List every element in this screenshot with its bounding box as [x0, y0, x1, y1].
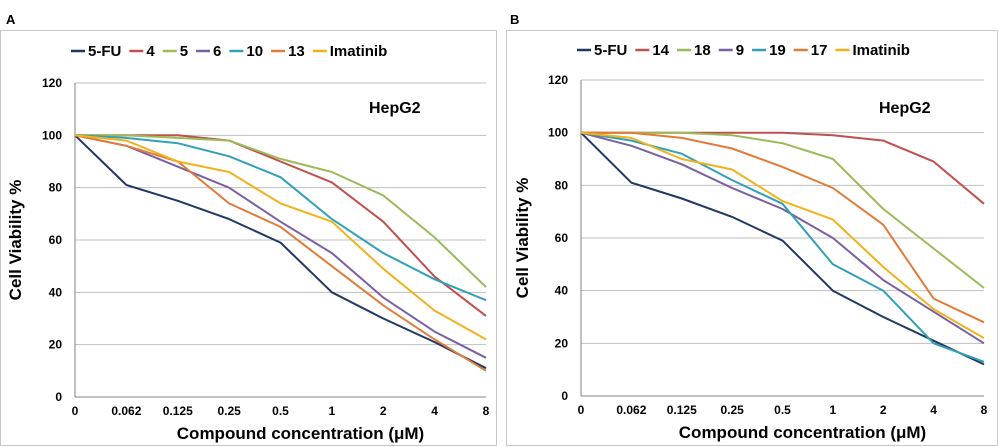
c1-legend-label-5: 17	[811, 42, 828, 59]
c0-x-tick-label: 8	[483, 404, 490, 418]
c0-legend-label-0: 5-FU	[88, 43, 121, 60]
c1-legend-label-1: 14	[652, 42, 669, 59]
c1-series-line-2	[581, 131, 985, 289]
c1-x-tick-label: 4	[930, 403, 937, 417]
c0-y-tick-label: 0	[55, 390, 62, 404]
panel-a: A 0 20 40 60 80 100 120 0 0.062 0.125 0.25 0.5 1 2 4 8 H…	[0, 0, 498, 446]
panel-label-a: A	[6, 12, 16, 27]
c0-series-line-5	[74, 134, 487, 372]
c0-legend-label-6: Imatinib	[330, 43, 388, 60]
c1-x-axis-label: Compound concentration (μM)	[679, 423, 926, 442]
c0-x-tick-label: 0.062	[111, 404, 141, 418]
c0-x-tick-label: 0.5	[272, 404, 289, 418]
c1-y-tick-label: 80	[555, 178, 569, 192]
c1-y-tick-label: 20	[555, 336, 569, 350]
c0-x-tick-label: 2	[380, 404, 387, 418]
c1-x-tick-label: 1	[830, 403, 837, 417]
c1-y-tick-label: 100	[548, 126, 568, 140]
c1-series-line-6	[580, 131, 985, 339]
c1-x-tick-label: 0.125	[667, 403, 697, 417]
c1-x-tick-label: 8	[981, 403, 988, 417]
c0-series-line-4	[74, 134, 487, 302]
panel-label-b: B	[510, 12, 520, 27]
c0-legend-label-3: 6	[213, 43, 221, 60]
c0-legend-label-5: 13	[288, 43, 305, 60]
c1-x-tick-label: 2	[880, 403, 887, 417]
c1-x-tick-label: 0.062	[616, 403, 646, 417]
c0-series-line-3	[74, 134, 487, 359]
panel-b: B 0 20 40 60 80 100 120 0 0.062 0.125 0.25 0.5 1 2 4 8 H…	[506, 0, 998, 446]
c1-y-tick-label: 60	[555, 231, 569, 245]
c1-annotation-label: HepG2	[879, 100, 931, 117]
c0-y-tick-label: 40	[49, 285, 63, 299]
c1-x-tick-label: 0.5	[774, 403, 791, 417]
c0-series-line-1	[75, 134, 487, 317]
c0-series-line-2	[75, 134, 487, 288]
c0-y-tick-label: 120	[42, 76, 62, 90]
c0-y-tick-label: 20	[49, 338, 63, 352]
chart-frame-b: 0 20 40 60 80 100 120 0 0.062 0.125 0.25 0.5 1 2 4 8 Hep…	[506, 30, 998, 446]
c1-y-tick-label: 0	[561, 389, 568, 403]
c0-legend-label-4: 10	[246, 43, 263, 60]
c1-legend-label-4: 19	[769, 42, 786, 59]
c0-x-tick-label: 4	[431, 404, 438, 418]
c0-y-tick-label: 100	[42, 128, 62, 142]
c1-series-line-3	[580, 131, 985, 345]
c1-legend: 5-FU 14 18 9 19 17 Imatinib	[577, 42, 910, 59]
c1-y-axis-label: Cell Viability %	[513, 178, 532, 299]
c1-legend-label-0: 5-FU	[594, 42, 627, 59]
c1-legend-label-3: 9	[736, 42, 744, 59]
c1-x-tick-label: 0.25	[720, 403, 744, 417]
c0-y-tick-label: 80	[49, 181, 63, 195]
c1-legend-label-6: Imatinib	[852, 42, 910, 59]
c0-x-tick-label: 0	[72, 404, 79, 418]
c0-series-line-6	[74, 134, 487, 341]
c1-legend-label-2: 18	[694, 42, 711, 59]
c0-x-axis-label: Compound concentration (μM)	[177, 424, 424, 443]
c1-series-line-5	[581, 131, 985, 324]
c0-y-tick-label: 60	[49, 233, 63, 247]
c0-legend-label-1: 4	[146, 43, 155, 60]
c0-y-axis-label: Cell Viability %	[6, 180, 25, 301]
c0-x-tick-label: 0.125	[163, 404, 193, 418]
c1-y-tick-label: 40	[555, 284, 569, 298]
c1-series-line-0	[580, 131, 985, 366]
c0-legend-label-2: 5	[180, 43, 188, 60]
c0-annotation-label: HepG2	[369, 100, 421, 117]
chart-frame-a: 0 20 40 60 80 100 120 0 0.062 0.125 0.25 0.5 1 2 4 8 Hep…	[0, 30, 497, 446]
c0-x-tick-label: 0.25	[217, 404, 241, 418]
chart-b: 0 20 40 60 80 100 120 0 0.062 0.125 0.25 0.5 1 2 4 8 Hep…	[513, 42, 988, 442]
c0-legend: 5-FU 4 5 6 10 13 Imatinib	[71, 43, 387, 60]
chart-a: 0 20 40 60 80 100 120 0 0.062 0.125 0.25 0.5 1 2 4 8 Hep…	[6, 43, 490, 443]
c1-y-tick-label: 120	[548, 73, 568, 87]
c0-series-line-0	[74, 134, 487, 370]
c1-x-tick-label: 0	[578, 403, 585, 417]
c0-x-tick-label: 1	[329, 404, 336, 418]
